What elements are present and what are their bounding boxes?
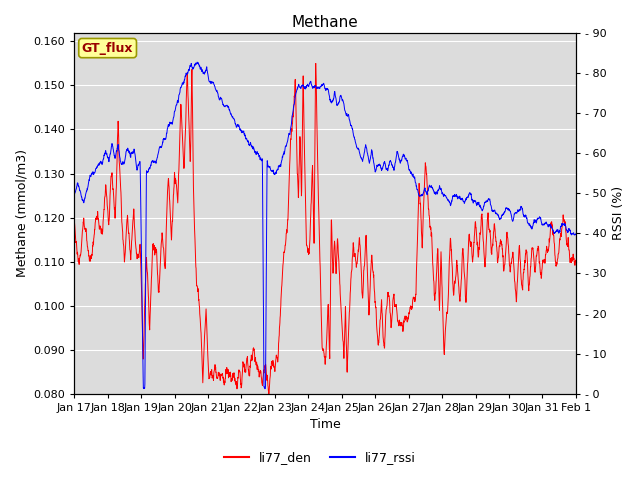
li77_den [228, 373, 236, 379]
li77_den [504, 242, 512, 248]
li77_rssi [572, 231, 580, 237]
li77_rssi [70, 191, 78, 197]
li77_den [265, 391, 273, 396]
li77_den [572, 257, 580, 263]
li77_rssi [476, 202, 484, 208]
li77_den [355, 238, 363, 243]
li77_rssi [565, 226, 573, 232]
li77_den [120, 259, 128, 265]
li77_rssi [504, 206, 512, 212]
li77_rssi [120, 160, 128, 166]
X-axis label: Time: Time [310, 419, 340, 432]
Line: li77_den: li77_den [74, 63, 576, 394]
li77_den [476, 230, 484, 236]
Text: GT_flux: GT_flux [82, 42, 133, 55]
li77_rssi [229, 114, 237, 120]
li77_rssi [193, 59, 201, 65]
Title: Methane: Methane [292, 15, 358, 30]
li77_rssi [261, 386, 269, 392]
Y-axis label: Methane (mmol/m3): Methane (mmol/m3) [15, 149, 28, 277]
li77_den [312, 60, 319, 66]
Y-axis label: RSSI (%): RSSI (%) [612, 186, 625, 240]
Line: li77_rssi: li77_rssi [74, 62, 576, 389]
li77_den [70, 217, 78, 223]
li77_rssi [355, 148, 363, 154]
Legend: li77_den, li77_rssi: li77_den, li77_rssi [219, 446, 421, 469]
li77_den [565, 247, 573, 253]
